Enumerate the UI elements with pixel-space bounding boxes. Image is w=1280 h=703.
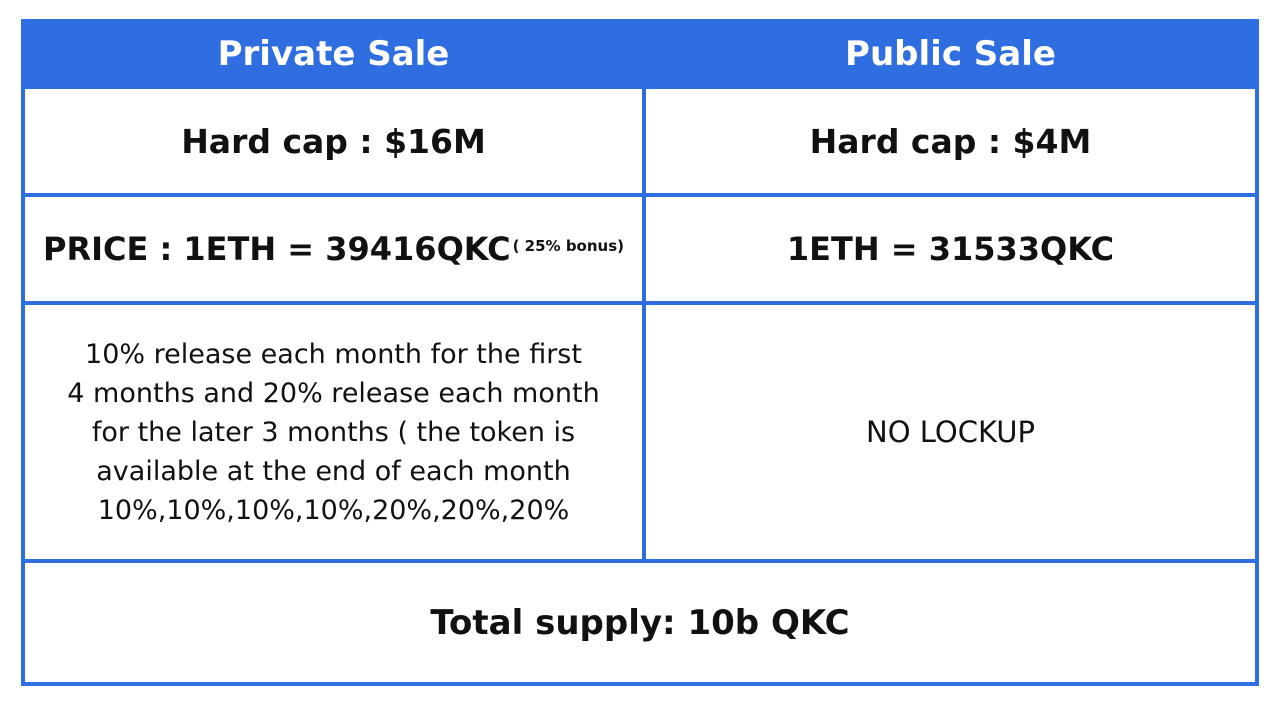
release-line: 4 months and 20% release each month — [67, 377, 600, 409]
token-sale-table: Private Sale Public Sale Hard cap : $16M… — [21, 19, 1259, 686]
column-divider — [642, 197, 646, 301]
column-divider — [642, 89, 646, 193]
column-divider — [642, 305, 646, 559]
private-hard-cap: Hard cap : $16M — [181, 121, 486, 161]
public-price: 1ETH = 31533QKC — [786, 230, 1115, 268]
row-divider — [25, 301, 1255, 305]
release-line: available at the end of each month — [96, 455, 571, 487]
row-divider — [25, 85, 1255, 89]
release-line: for the later 3 months ( the token is — [91, 416, 576, 448]
public-hard-cap: Hard cap : $4M — [809, 121, 1092, 161]
row-divider — [25, 193, 1255, 197]
header-divider — [642, 23, 646, 85]
release-line: 10% release each month for the first — [85, 338, 582, 370]
total-supply: Total supply: 10b QKC — [430, 602, 850, 643]
private-price: PRICE : 1ETH = 39416QKC — [42, 230, 511, 268]
row-divider — [25, 559, 1255, 563]
public-lockup: NO LOCKUP — [866, 415, 1035, 449]
private-price-bonus: ( 25% bonus) — [512, 237, 624, 255]
private-release-schedule: 10% release each month for the first 4 m… — [25, 305, 642, 559]
private-price-cell: PRICE : 1ETH = 39416QKC( 25% bonus) — [25, 197, 642, 301]
header-public-sale: Public Sale — [646, 23, 1255, 85]
release-line: 10%,10%,10%,10%,20%,20%,20% — [97, 494, 570, 526]
header-private-sale: Private Sale — [25, 23, 642, 85]
